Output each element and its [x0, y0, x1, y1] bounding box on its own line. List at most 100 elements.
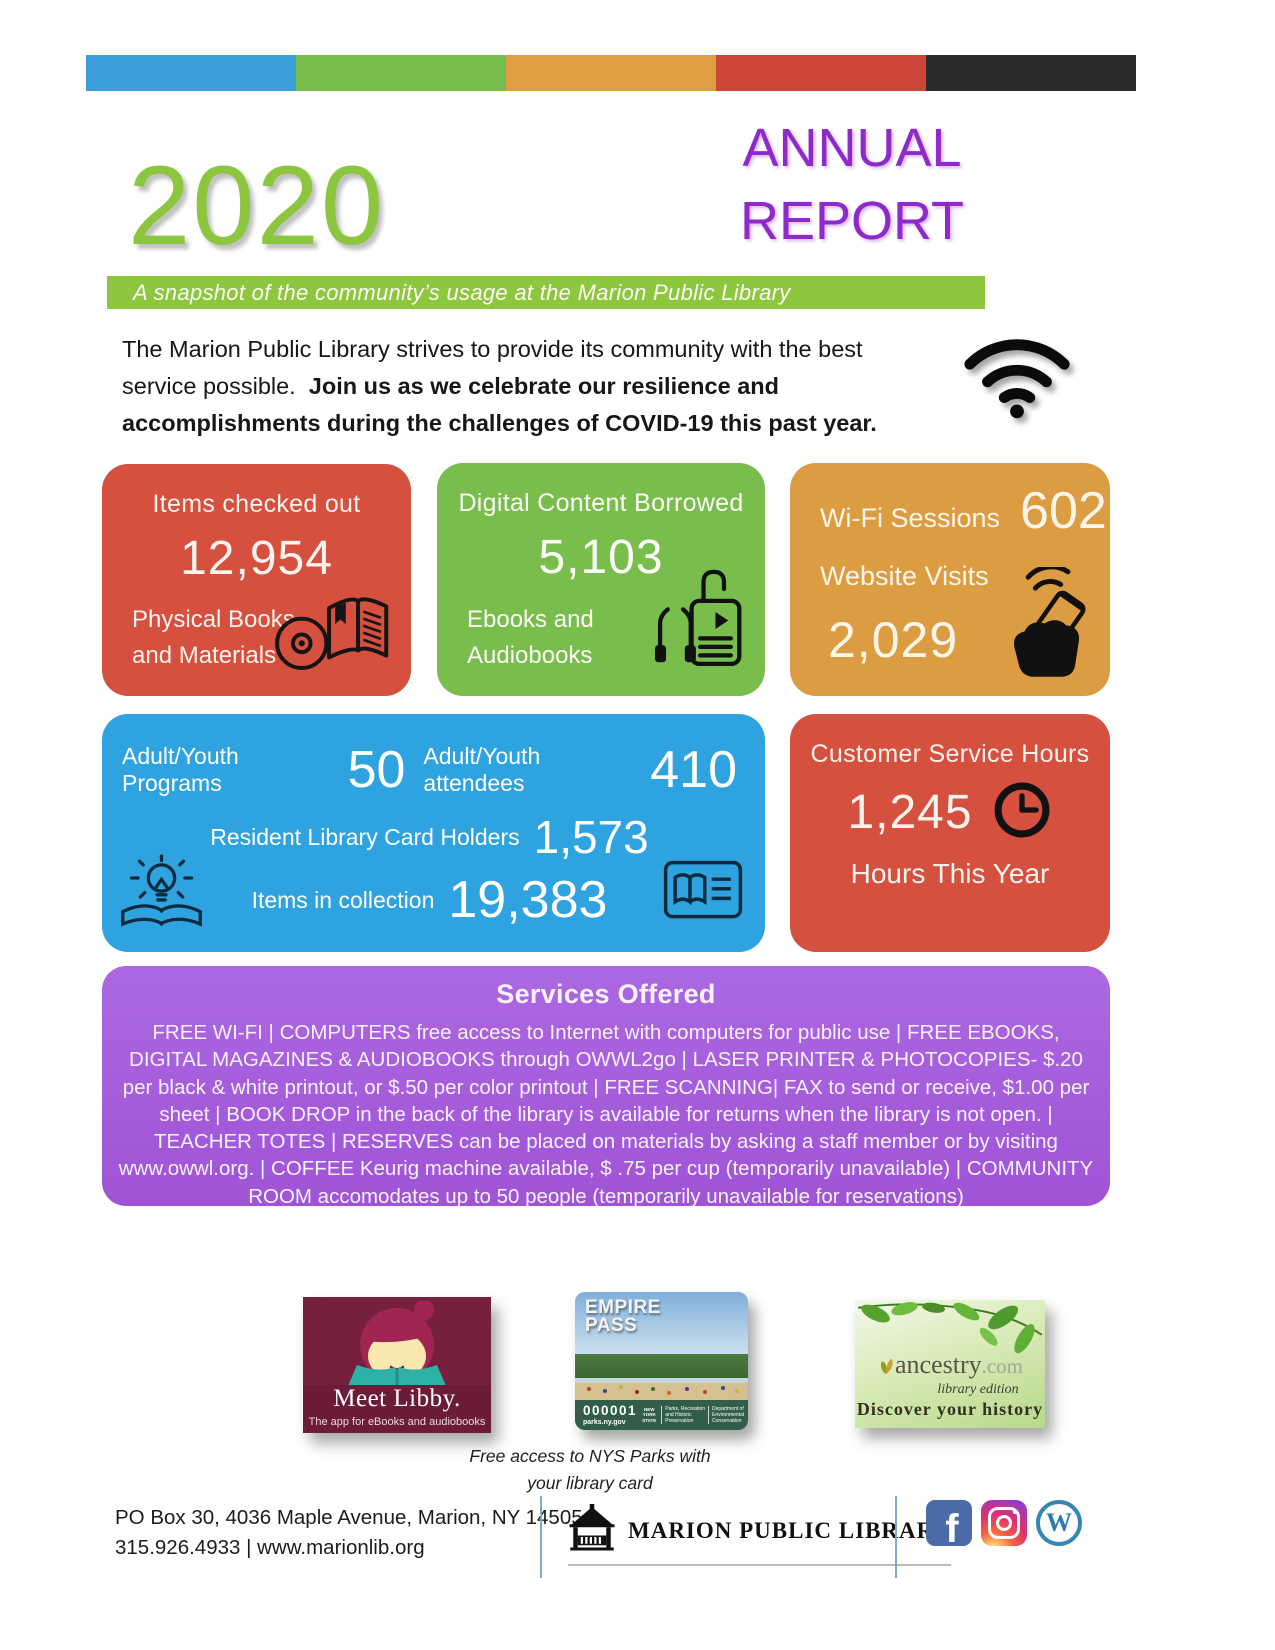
website-visits-label: Website Visits: [820, 561, 989, 591]
empire-agency2: Department of Environmental Conservation: [708, 1406, 744, 1424]
attendees-label: Adult/Youth attendees: [423, 743, 541, 796]
empire-pass-promo-image: EMPIRE PASS 000001 parks.ny.gov NEW YORK…: [575, 1292, 748, 1430]
nys-caption-line2: your library card: [527, 1473, 653, 1494]
service-hours-value: 1,245: [847, 786, 973, 839]
footer-divider-left: [540, 1496, 542, 1578]
instagram-icon: [981, 1500, 1027, 1546]
ereader-icon: [663, 860, 743, 926]
empire-number-block: 000001 parks.ny.gov: [583, 1403, 638, 1426]
snapshot-banner: A snapshot of the community’s usage at t…: [107, 276, 985, 309]
stat-card-wifi-website: Wi-Fi Sessions 602 Website Visits 2,029: [790, 463, 1110, 696]
empire-treeline: [575, 1354, 748, 1378]
ancestry-promo-image: ancestry.com library edition Discover yo…: [855, 1300, 1045, 1428]
instagram-camera-lens: [996, 1515, 1012, 1531]
digital-content-title: Digital Content Borrowed: [458, 489, 744, 517]
cardholders-value: 1,573: [533, 811, 649, 863]
wifi-icon: [958, 326, 1076, 421]
ancestry-logo-row: ancestry.com: [855, 1350, 1045, 1380]
intro-text-normal: The Marion Public Library strives to pro…: [122, 336, 870, 399]
empire-agency1: Parks, Recreation and Historic Preservat…: [661, 1406, 705, 1424]
library-logo: MARION PUBLIC LIBRARY: [568, 1502, 952, 1566]
ancestry-tld: .com: [981, 1354, 1024, 1378]
phone-in-hand-icon: [1001, 564, 1096, 692]
empire-sky: [575, 1292, 748, 1354]
items-caption-line1: Physical Books: [132, 606, 295, 633]
empire-url: parks.ny.gov: [583, 1418, 626, 1426]
wordpress-icon: W: [1036, 1500, 1082, 1546]
collection-label: Items in collection: [251, 886, 435, 913]
footer-address-block: PO Box 30, 4036 Maple Avenue, Marion, NY…: [115, 1503, 583, 1562]
service-hours-value-row: 1,245: [790, 779, 1110, 846]
cardholders-row: Resident Library Card Holders 1,573: [122, 810, 745, 864]
stat-card-programs: Adult/Youth Programs 50 Adult/Youth atte…: [102, 714, 765, 952]
stat-card-service-hours: Customer Service Hours 1,245 Hours This …: [790, 714, 1110, 952]
top-color-bar: [86, 55, 1136, 91]
nys-logo: NEW YORK STATE: [642, 1407, 657, 1423]
empire-beach: [575, 1383, 748, 1400]
programs-attendees-row: Adult/Youth Programs 50 Adult/Youth atte…: [122, 740, 745, 800]
footer-divider-right: [895, 1496, 897, 1578]
programs-label: Adult/Youth Programs: [122, 743, 239, 796]
cardholders-label: Resident Library Card Holders: [210, 823, 520, 850]
stat-card-items-checked-out: Items checked out 12,954 Physical Books …: [102, 464, 411, 696]
items-checked-out-title: Items checked out: [152, 490, 361, 518]
social-icons: f W: [926, 1500, 1082, 1546]
service-hours-caption: Hours This Year: [850, 858, 1050, 889]
empire-card-number: 000001: [583, 1403, 638, 1419]
attendees-value: 410: [650, 741, 737, 799]
wifi-sessions-row: Wi-Fi Sessions 602: [820, 481, 1107, 541]
intro-paragraph: The Marion Public Library strives to pro…: [122, 331, 934, 442]
color-bar-segment-orange: [506, 55, 716, 91]
stat-card-digital-content: Digital Content Borrowed 5,103 Ebooks an…: [437, 463, 765, 696]
report-title-line2: REPORT: [739, 190, 965, 251]
services-title: Services Offered: [496, 979, 716, 1009]
collection-row: Items in collection 19,383: [122, 870, 745, 930]
services-body: FREE WI-FI | COMPUTERS free access to In…: [118, 1021, 1094, 1208]
libby-title: Meet Libby.: [333, 1385, 461, 1412]
library-name: MARION PUBLIC LIBRARY: [628, 1517, 952, 1543]
nys-caption-line1: Free access to NYS Parks with: [469, 1446, 711, 1466]
digital-caption-line1: Ebooks and: [467, 606, 594, 633]
year-heading: 2020: [128, 143, 386, 268]
ancestry-leaf-icon: [880, 1358, 893, 1375]
color-bar-segment-green: [296, 55, 506, 91]
libby-subtitle: The app for eBooks and audiobooks: [308, 1416, 486, 1428]
report-title-line1: ANNUAL: [742, 118, 962, 178]
services-offered-panel: Services Offered FREE WI-FI | COMPUTERS …: [102, 966, 1110, 1208]
empire-pass-title: EMPIRE PASS: [585, 1297, 661, 1337]
items-checked-out-value: 12,954: [180, 532, 333, 585]
service-hours-title: Customer Service Hours: [810, 740, 1090, 768]
digital-caption-line2: Audiobooks: [467, 642, 593, 669]
footer-address: PO Box 30, 4036 Maple Avenue, Marion, NY…: [115, 1506, 583, 1529]
empire-pass-bottom-bar: 000001 parks.ny.gov NEW YORK STATE Parks…: [575, 1400, 748, 1430]
facebook-icon: f: [926, 1500, 972, 1546]
intro-text-bold: Join us as we celebrate our resilience a…: [122, 372, 877, 436]
color-bar-segment-black: [926, 55, 1136, 91]
facebook-glyph: f: [945, 1507, 959, 1546]
libby-girl-illustration: [303, 1300, 491, 1393]
color-bar-segment-blue: [86, 55, 296, 91]
website-visits-value: 2,029: [828, 612, 959, 668]
digital-content-caption: Ebooks and Audiobooks: [467, 602, 594, 674]
libby-caption-band: [303, 1385, 491, 1433]
wordpress-glyph: W: [1046, 1508, 1072, 1537]
nys-parks-caption: Free access to NYS Parks with your libra…: [455, 1443, 725, 1497]
report-title: ANNUAL REPORT: [735, 112, 969, 258]
digital-content-value: 5,103: [538, 531, 664, 584]
ancestry-brand: ancestry: [894, 1350, 982, 1379]
empire-beachgoers: [587, 1387, 591, 1391]
instagram-camera-frame: [988, 1507, 1020, 1539]
color-bar-segment-red: [716, 55, 926, 91]
items-caption-line2: and Materials: [132, 642, 277, 669]
footer-contact: 315.926.4933 | www.marionlib.org: [115, 1535, 425, 1559]
lightbulb-book-icon: [114, 847, 209, 944]
libby-promo-image: Meet Libby. The app for eBooks and audio…: [303, 1297, 491, 1433]
ancestry-edition: library edition: [937, 1382, 1019, 1397]
items-checked-out-caption: Physical Books and Materials: [132, 602, 295, 674]
programs-value: 50: [347, 741, 406, 799]
empire-waterline: [575, 1378, 748, 1383]
wifi-sessions-label: Wi-Fi Sessions: [820, 502, 1001, 533]
wifi-sessions-value: 602: [1020, 482, 1107, 540]
clock-icon: [991, 779, 1053, 846]
